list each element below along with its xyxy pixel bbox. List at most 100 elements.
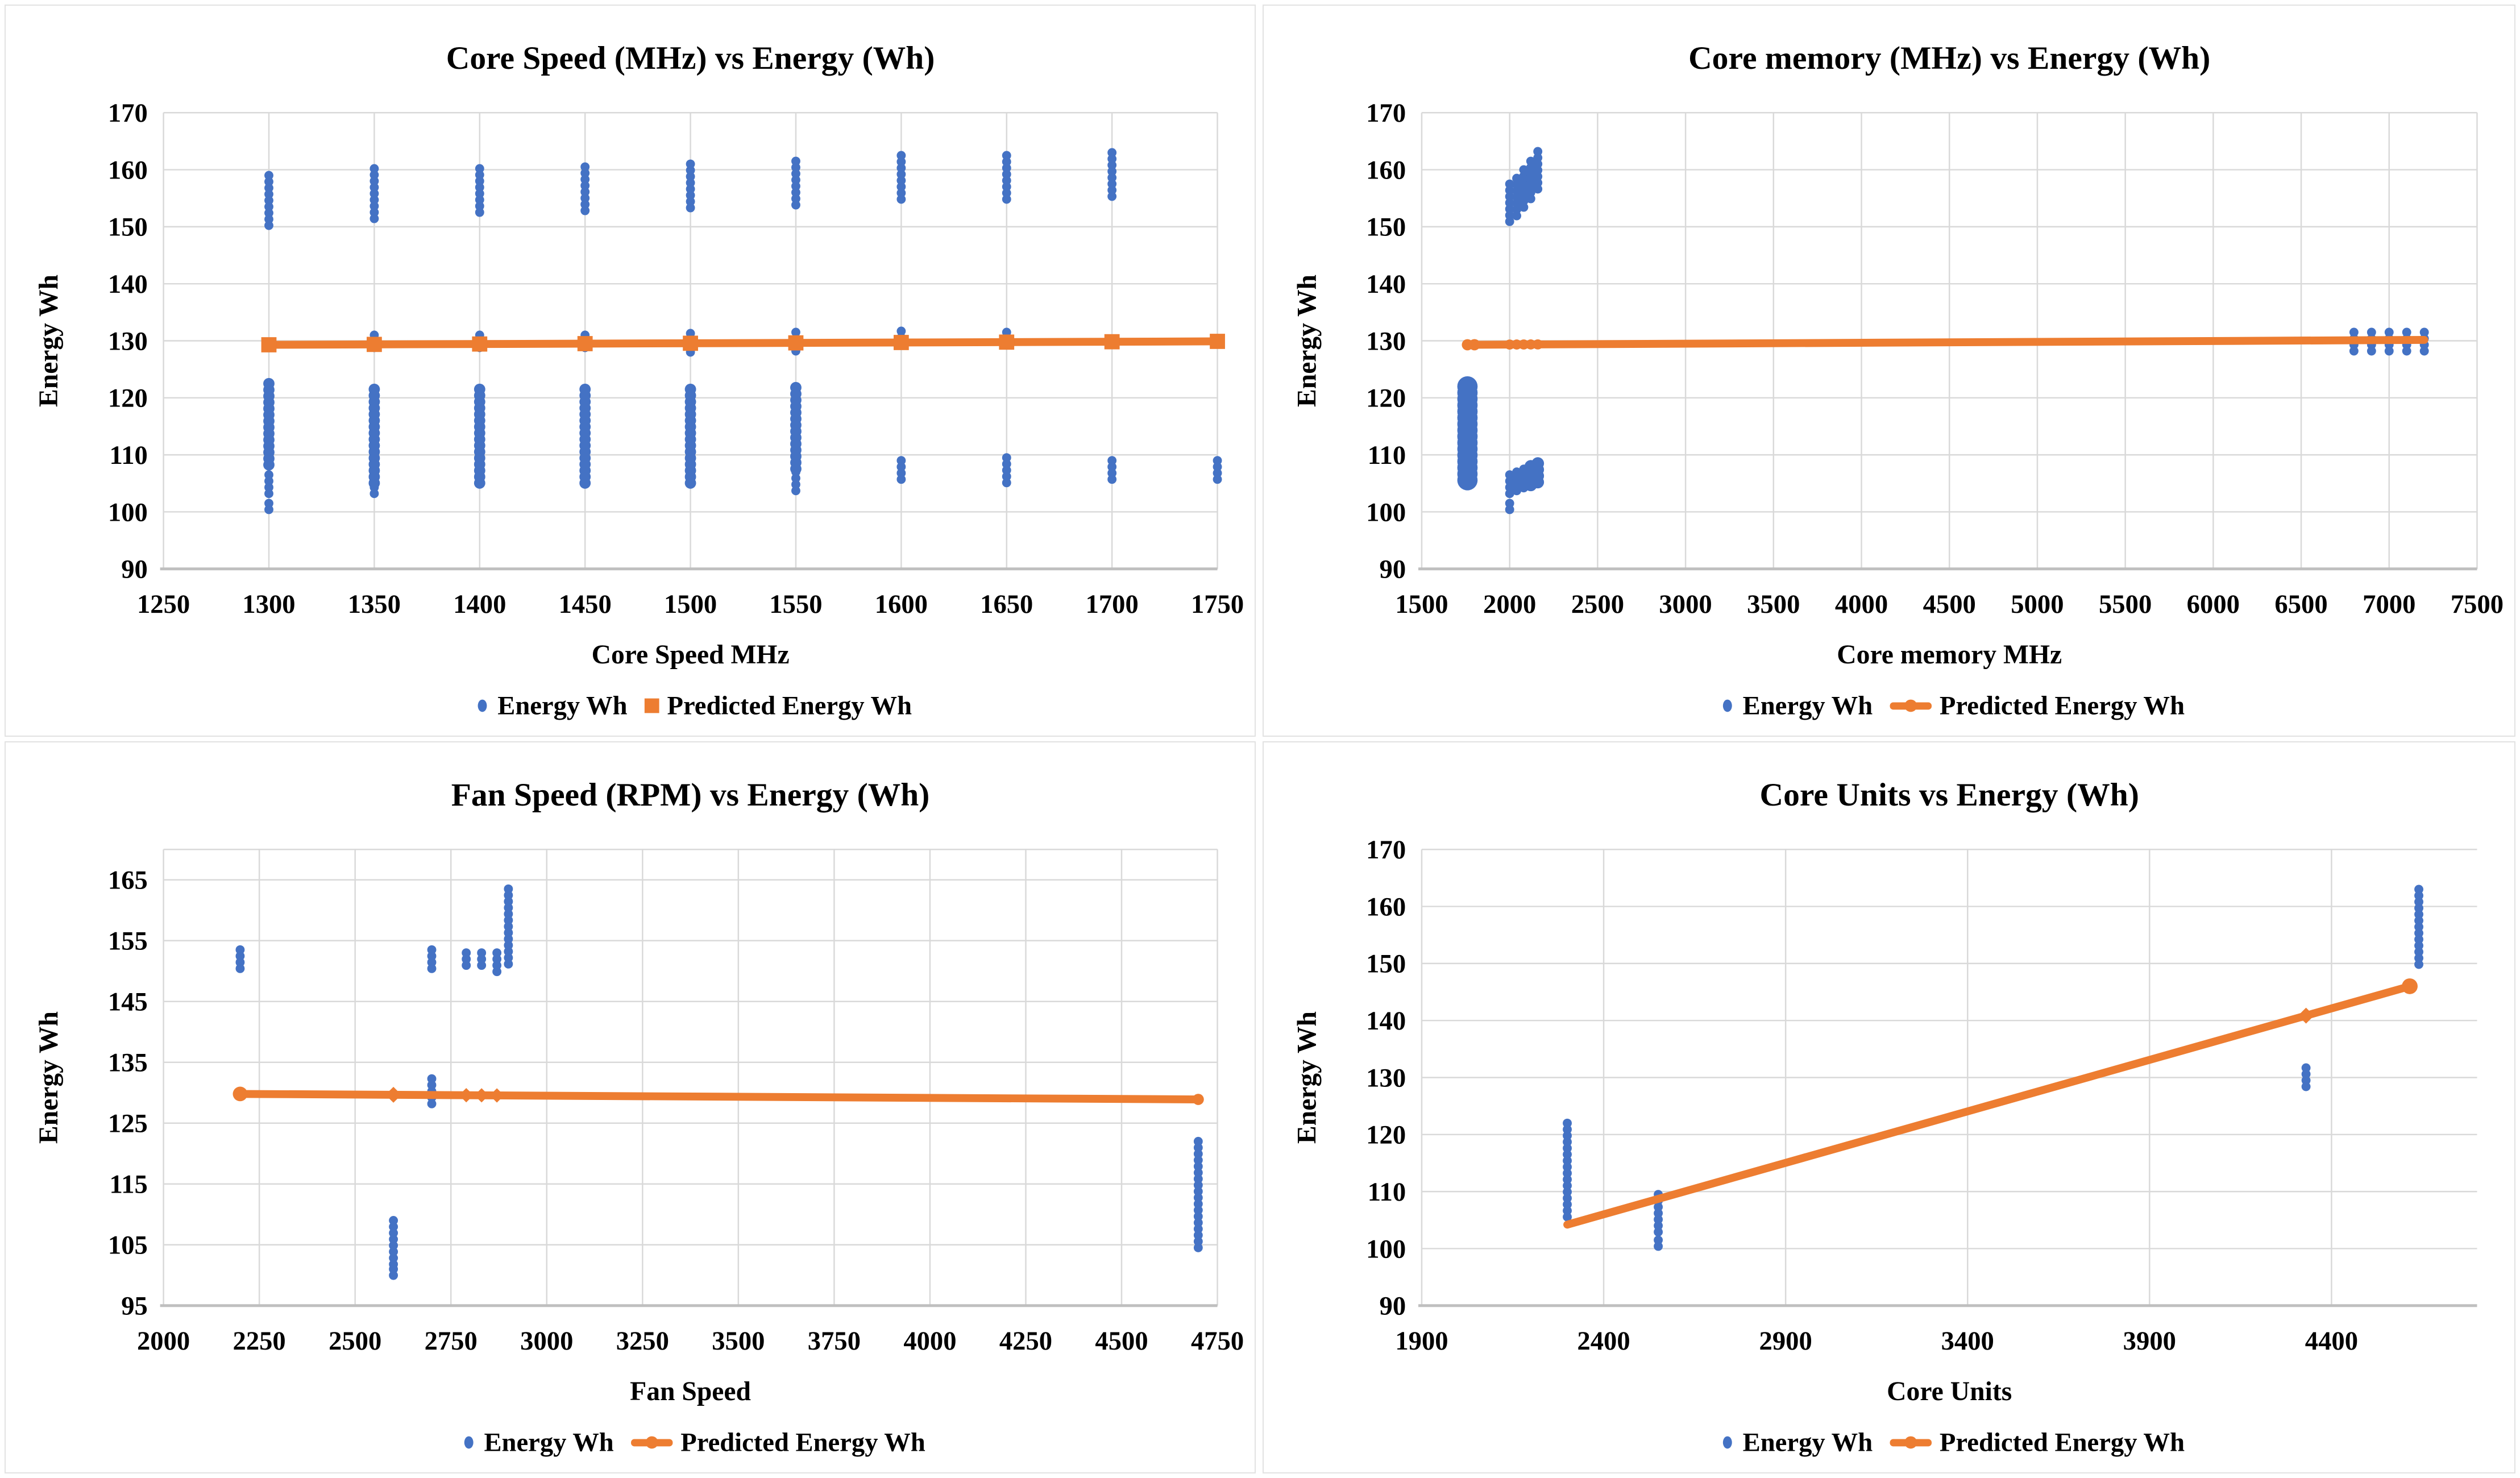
- predicted-marker: [577, 336, 593, 351]
- chart-title: Core Speed (MHz) vs Energy (Wh): [446, 40, 935, 76]
- x-tick-label: 2000: [1483, 589, 1536, 619]
- x-axis-label: Core Speed MHz: [592, 640, 790, 670]
- x-tick-label: 3000: [520, 1326, 573, 1356]
- chart-title: Fan Speed (RPM) vs Energy (Wh): [451, 777, 930, 813]
- y-tick-label: 170: [108, 98, 148, 128]
- predicted-marker: [1192, 1094, 1204, 1105]
- predicted-marker: [683, 335, 698, 351]
- predicted-marker: [233, 1086, 248, 1102]
- predicted-line: [265, 337, 1222, 349]
- predicted-line: [1563, 982, 2414, 1229]
- x-tick-label: 5000: [2011, 589, 2064, 619]
- x-tick-label: 4250: [999, 1326, 1052, 1356]
- x-tick-label: 3900: [2123, 1326, 2176, 1356]
- y-tick-label: 170: [1366, 98, 1406, 128]
- predicted-marker: [1504, 339, 1515, 350]
- x-tick-label: 3500: [1747, 589, 1800, 619]
- predicted-marker: [1533, 339, 1543, 350]
- x-tick-label: 1300: [242, 589, 295, 619]
- chart-panel-core-units: Core Units vs Energy (Wh) Core Units Energ…: [1263, 741, 2515, 1473]
- x-tick-label: 1750: [1191, 589, 1244, 619]
- legend-energy-marker: [1722, 699, 1732, 712]
- y-tick-label: 90: [121, 555, 148, 584]
- predicted-marker: [459, 1088, 474, 1103]
- chart-svg-core-memory: Core memory (MHz) vs Energy (Wh) Core mem…: [1292, 40, 2504, 720]
- legend-predicted-label: Predicted Energy Wh: [667, 691, 912, 720]
- x-tick-label: 3500: [712, 1326, 765, 1356]
- y-tick-label: 125: [108, 1109, 148, 1139]
- x-tick-label: 7000: [2363, 589, 2415, 619]
- y-tick-label: 140: [108, 269, 148, 299]
- predicted-marker: [367, 337, 382, 352]
- legend-predicted-label: Predicted Energy Wh: [1940, 1427, 2185, 1457]
- chart-svg-core-units: Core Units vs Energy (Wh) Core Units Energ…: [1292, 777, 2477, 1457]
- x-tick-label: 1550: [769, 589, 822, 619]
- legend-energy-marker: [478, 699, 487, 712]
- chart-panel-core-memory: Core memory (MHz) vs Energy (Wh) Core mem…: [1263, 5, 2515, 737]
- y-tick-label: 115: [110, 1170, 148, 1199]
- y-tick-label: 145: [108, 987, 148, 1017]
- x-tick-label: 1450: [559, 589, 612, 619]
- predicted-line: [236, 1090, 1202, 1103]
- legend-energy-label: Energy Wh: [497, 691, 627, 720]
- y-tick-label: 90: [1380, 1292, 1406, 1321]
- x-tick-label: 3400: [1941, 1326, 1994, 1356]
- legend-energy-label: Energy Wh: [1743, 691, 1873, 720]
- y-tick-label: 100: [1366, 1234, 1406, 1264]
- predicted-marker: [1210, 334, 1225, 349]
- predicted-marker: [1518, 339, 1529, 350]
- y-axis-label: Energy Wh: [34, 275, 64, 407]
- x-tick-label: 2750: [425, 1326, 478, 1356]
- predicted-marker: [489, 1088, 504, 1103]
- x-tick-label: 4000: [903, 1326, 956, 1356]
- x-tick-label: 1500: [664, 589, 717, 619]
- x-tick-label: 5500: [2099, 589, 2152, 619]
- y-tick-label: 130: [108, 326, 148, 356]
- y-tick-label: 110: [110, 441, 148, 470]
- x-tick-label: 6500: [2274, 589, 2327, 619]
- predicted-marker: [1512, 339, 1522, 350]
- predicted-marker: [472, 336, 488, 352]
- legend-predicted-label: Predicted Energy Wh: [680, 1427, 925, 1457]
- x-tick-label: 2400: [1577, 1326, 1630, 1356]
- x-tick-label: 3250: [616, 1326, 669, 1356]
- predicted-marker: [1468, 339, 1480, 351]
- x-tick-label: 4000: [1835, 589, 1888, 619]
- x-tick-label: 1500: [1395, 589, 1448, 619]
- y-tick-label: 95: [121, 1292, 148, 1321]
- x-tick-label: 1900: [1395, 1326, 1448, 1356]
- chart-title: Core memory (MHz) vs Energy (Wh): [1688, 40, 2210, 76]
- y-tick-label: 150: [1366, 949, 1406, 979]
- y-tick-label: 130: [1366, 326, 1406, 356]
- y-axis-label: Energy Wh: [1292, 275, 1322, 407]
- legend-predicted-marker-dot: [1904, 1436, 1917, 1449]
- y-tick-label: 100: [108, 497, 148, 527]
- legend-predicted-label: Predicted Energy Wh: [1940, 691, 2185, 720]
- chart-svg-fan-speed: Fan Speed (RPM) vs Energy (Wh) Fan Speed E…: [34, 777, 1244, 1457]
- x-axis-label: Core Units: [1887, 1377, 2012, 1406]
- x-tick-label: 6000: [2187, 589, 2240, 619]
- x-tick-label: 2900: [1759, 1326, 1812, 1356]
- predicted-marker: [385, 1086, 402, 1103]
- y-tick-label: 105: [108, 1231, 148, 1260]
- chart-panel-fan-speed: Fan Speed (RPM) vs Energy (Wh) Fan Speed E…: [5, 741, 1256, 1473]
- x-tick-label: 2500: [1571, 589, 1624, 619]
- y-tick-label: 140: [1366, 1006, 1406, 1036]
- x-tick-label: 1400: [453, 589, 506, 619]
- y-tick-label: 160: [1366, 892, 1406, 921]
- predicted-marker: [474, 1088, 489, 1103]
- x-tick-label: 1600: [875, 589, 928, 619]
- y-tick-label: 150: [1366, 213, 1406, 242]
- x-tick-label: 7500: [2451, 589, 2504, 619]
- predicted-marker: [788, 335, 804, 351]
- y-tick-label: 135: [108, 1048, 148, 1078]
- y-tick-label: 120: [1366, 384, 1406, 413]
- y-tick-label: 150: [108, 213, 148, 242]
- y-tick-label: 110: [1368, 1177, 1406, 1207]
- y-tick-label: 140: [1366, 269, 1406, 299]
- y-tick-label: 90: [1380, 555, 1406, 584]
- y-tick-label: 160: [108, 155, 148, 185]
- legend-energy-label: Energy Wh: [1743, 1427, 1873, 1457]
- y-tick-label: 120: [108, 384, 148, 413]
